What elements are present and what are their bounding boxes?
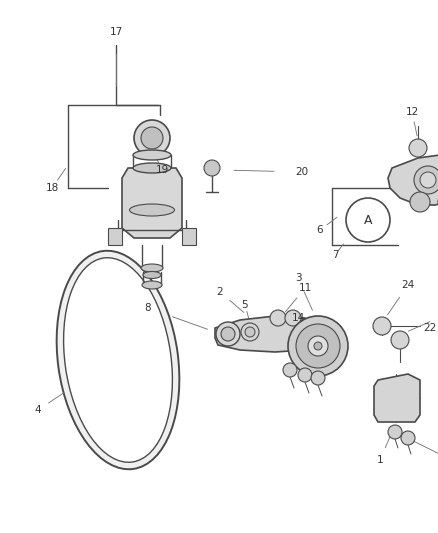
Circle shape: [270, 310, 286, 326]
Ellipse shape: [143, 271, 161, 279]
Circle shape: [296, 324, 340, 368]
Ellipse shape: [133, 163, 171, 173]
Text: 24: 24: [401, 280, 415, 290]
Polygon shape: [388, 155, 438, 205]
Polygon shape: [108, 228, 122, 245]
Text: 5: 5: [242, 300, 248, 310]
Text: 1: 1: [377, 455, 383, 465]
Circle shape: [401, 431, 415, 445]
Circle shape: [221, 327, 235, 341]
Circle shape: [311, 371, 325, 385]
Circle shape: [245, 327, 255, 337]
Ellipse shape: [64, 258, 173, 462]
Circle shape: [141, 127, 163, 149]
Text: 17: 17: [110, 27, 123, 37]
Circle shape: [204, 160, 220, 176]
Text: 2: 2: [217, 287, 223, 297]
Polygon shape: [122, 168, 182, 238]
Text: 4: 4: [35, 405, 41, 415]
Polygon shape: [182, 228, 196, 245]
Ellipse shape: [57, 251, 179, 469]
Text: 22: 22: [424, 323, 437, 333]
Text: A: A: [364, 214, 372, 227]
Text: 8: 8: [145, 303, 151, 313]
Text: 6: 6: [317, 225, 323, 235]
Text: 14: 14: [291, 313, 304, 323]
Circle shape: [308, 336, 328, 356]
Circle shape: [420, 172, 436, 188]
Circle shape: [414, 166, 438, 194]
Circle shape: [288, 316, 348, 376]
Circle shape: [388, 425, 402, 439]
Circle shape: [298, 368, 312, 382]
Circle shape: [314, 342, 322, 350]
Circle shape: [391, 331, 409, 349]
Ellipse shape: [141, 264, 163, 272]
Circle shape: [373, 317, 391, 335]
Text: 3: 3: [295, 273, 301, 283]
Text: 20: 20: [296, 167, 308, 177]
Text: 19: 19: [155, 165, 169, 175]
Circle shape: [241, 323, 259, 341]
Text: 12: 12: [406, 107, 419, 117]
Circle shape: [409, 139, 427, 157]
Ellipse shape: [142, 281, 162, 289]
Text: 7: 7: [332, 250, 338, 260]
Circle shape: [285, 310, 301, 326]
Polygon shape: [374, 374, 420, 422]
Ellipse shape: [133, 150, 171, 160]
Text: 18: 18: [46, 183, 59, 193]
Ellipse shape: [130, 204, 174, 216]
Polygon shape: [215, 316, 318, 352]
Circle shape: [410, 192, 430, 212]
Text: 11: 11: [298, 283, 311, 293]
Circle shape: [283, 363, 297, 377]
Circle shape: [216, 322, 240, 346]
Circle shape: [346, 198, 390, 242]
Circle shape: [134, 120, 170, 156]
